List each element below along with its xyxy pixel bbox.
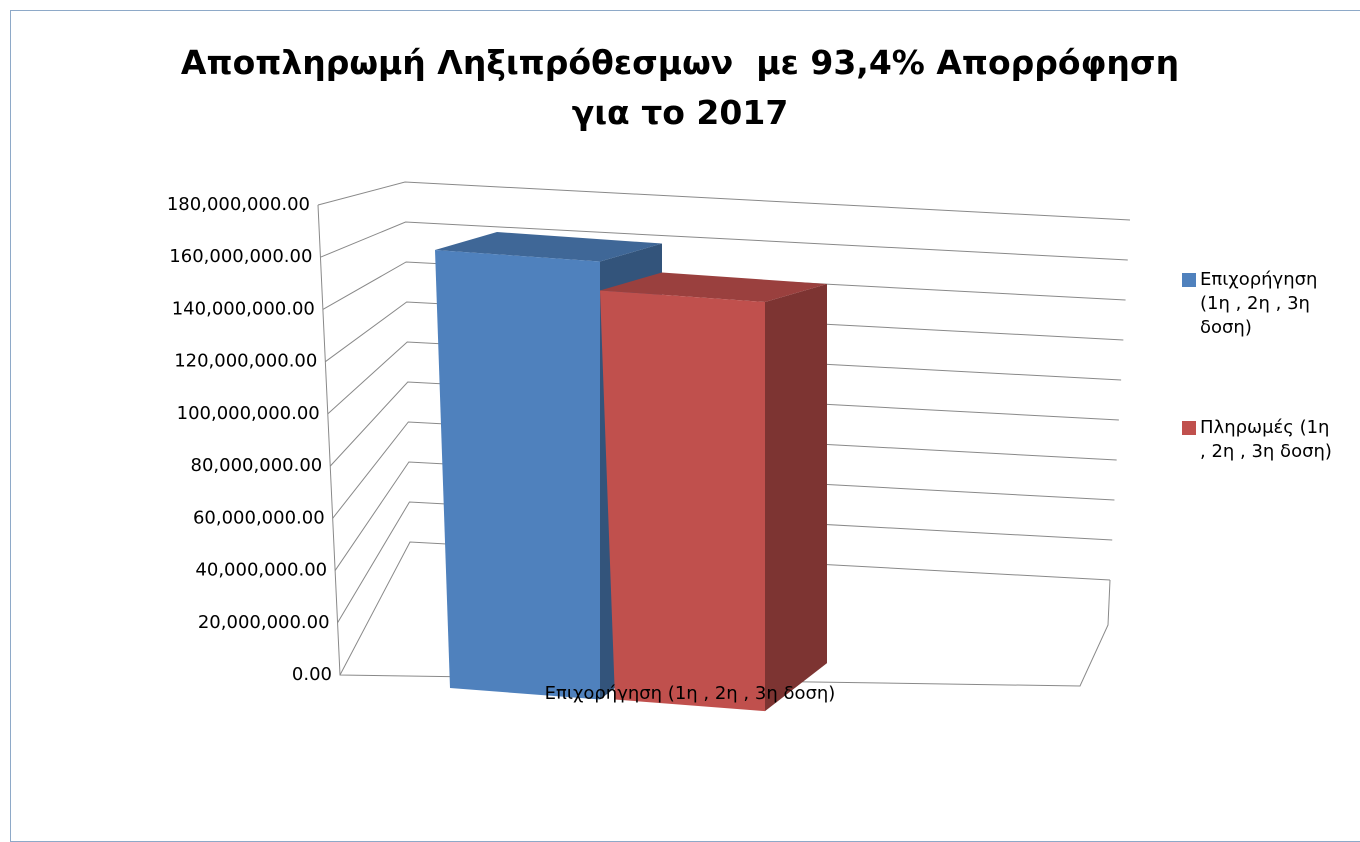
grid-line — [322, 261, 1126, 310]
bar-front — [600, 290, 765, 712]
bar — [600, 272, 827, 712]
grid-line — [317, 181, 1131, 221]
grid-line — [320, 221, 1128, 261]
y-tick-label: 120,000,000.00 — [174, 351, 317, 372]
bar-top — [600, 272, 827, 303]
x-tick-label: Επιχορήγηση (1η , 2η , 3η δοση) — [545, 683, 836, 704]
grid-line — [325, 301, 1124, 363]
y-tick-label: 180,000,000.00 — [167, 194, 310, 215]
grid-line — [334, 461, 1115, 571]
chart: 0.00 20,000,000.00 40,000,000.00 60,000,000… — [167, 181, 1131, 712]
y-tick-label: 0.00 — [292, 664, 332, 685]
legend-item: Πληρωμές (1η , 2η , 3η δοση) — [1182, 416, 1332, 464]
bar-front — [435, 250, 600, 700]
page: Αποπληρωμή Ληξιπρόθεσμων με 93,4% Απορρό… — [10, 10, 1360, 842]
grid-line — [339, 541, 1111, 676]
grid-line — [329, 381, 1119, 467]
legend-label: Πληρωμές (1η , 2η , 3η δοση) — [1200, 417, 1332, 462]
bar-top — [435, 232, 662, 262]
y-tick-label: 80,000,000.00 — [191, 455, 323, 476]
grid-line — [332, 421, 1117, 519]
axis-wall — [317, 204, 1111, 687]
grid-line — [327, 341, 1122, 415]
y-tick-label: 40,000,000.00 — [195, 560, 327, 581]
bar-side — [765, 284, 827, 712]
legend-label: Επιχορήγηση (1η , 2η , 3η δοση) — [1200, 269, 1318, 338]
legend-swatch — [1182, 273, 1196, 287]
y-tick-label: 60,000,000.00 — [193, 507, 325, 528]
y-tick-label: 100,000,000.00 — [177, 403, 320, 424]
y-tick-label: 160,000,000.00 — [169, 246, 312, 267]
y-tick-label: 140,000,000.00 — [172, 298, 315, 319]
grid-line — [337, 501, 1113, 624]
legend-swatch — [1182, 421, 1196, 435]
y-tick-label: 20,000,000.00 — [198, 612, 330, 633]
legend-item: Επιχορήγηση (1η , 2η , 3η δοση) — [1182, 268, 1332, 340]
chart-title: Αποπληρωμή Ληξιπρόθεσμων με 93,4% Απορρό… — [180, 43, 1191, 132]
